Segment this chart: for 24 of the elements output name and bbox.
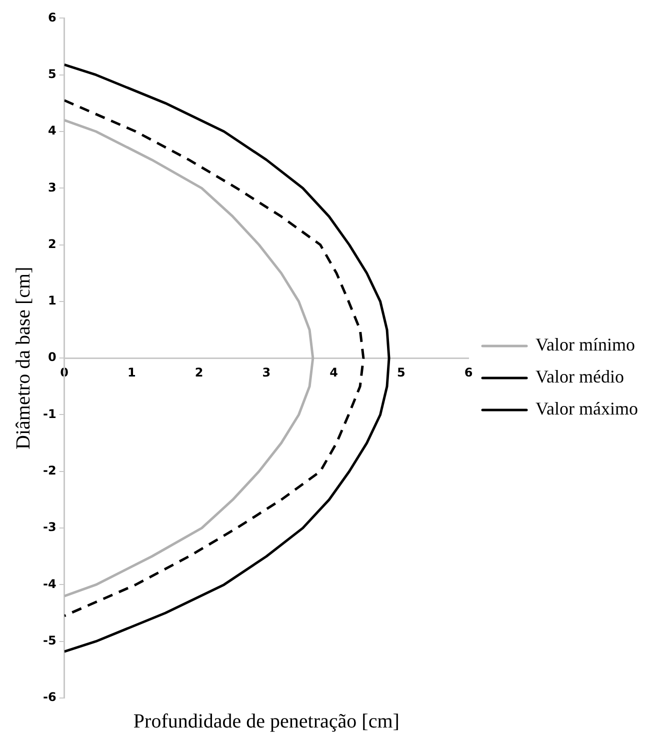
y-tick-label: -4 [42,576,56,591]
y-tick-label: -2 [42,464,56,478]
x-tick-label: 6 [464,365,473,380]
y-axis-title: Diâmetro da base [cm] [12,266,34,450]
x-tick-label: 3 [262,365,271,380]
legend-label: Valor médio [536,366,624,387]
x-tick-label: 5 [396,365,406,380]
y-tick-label: 1 [48,294,56,308]
x-tick-label: 1 [128,365,136,380]
y-tick-label: 5 [48,66,56,81]
y-tick-label: 0 [48,350,56,364]
x-tick-label: 4 [330,365,338,380]
x-tick-label: 2 [194,365,204,380]
y-tick-label: 6 [48,10,56,24]
y-tick-label: 3 [48,180,56,194]
x-axis-title: Profundidade de penetração [cm] [133,710,400,732]
legend-label: Valor mínimo [536,334,636,355]
y-tick-label: -5 [42,633,56,648]
legend-label: Valor máximo [536,398,638,419]
y-tick-label: -1 [42,406,56,421]
y-tick-label: -6 [42,690,56,704]
y-tick-label: 4 [48,124,56,138]
y-tick-label: 2 [48,236,56,251]
y-tick-label: -3 [42,520,56,534]
